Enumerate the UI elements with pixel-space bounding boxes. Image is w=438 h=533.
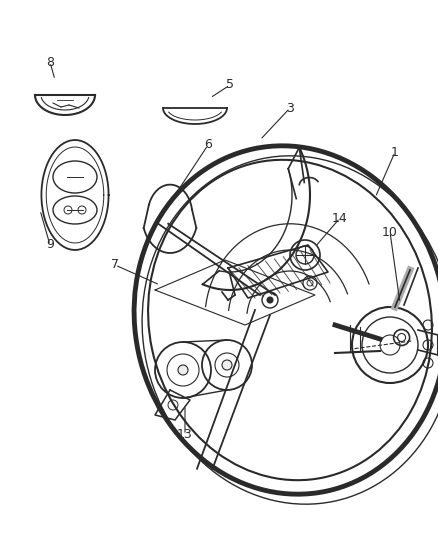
Text: 9: 9 [46,238,54,252]
Text: 1: 1 [391,146,399,158]
Text: 13: 13 [177,429,193,441]
Text: 6: 6 [204,139,212,151]
Circle shape [222,360,232,370]
Text: 14: 14 [332,212,348,224]
Text: 8: 8 [46,55,54,69]
Text: 10: 10 [382,225,398,238]
Circle shape [267,297,273,303]
Text: 5: 5 [226,78,234,92]
Text: 3: 3 [286,101,294,115]
Circle shape [178,365,188,375]
Text: 7: 7 [111,259,119,271]
